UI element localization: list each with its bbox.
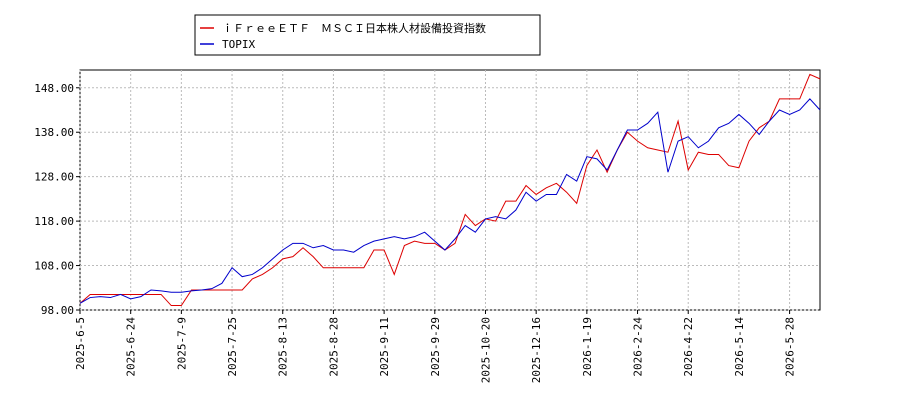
y-tick-label: 108.00: [34, 260, 74, 273]
x-tick-label: 2025-6-24: [125, 317, 138, 377]
x-tick-label: 2025-7-25: [226, 317, 239, 377]
y-tick-label: 148.00: [34, 82, 74, 95]
series-line: [79, 98, 821, 304]
x-tick-label: 2025-12-16: [530, 317, 543, 383]
x-tick-label: 2026-5-14: [733, 317, 746, 377]
legend-label: TOPIX: [222, 38, 255, 51]
y-tick-label: 138.00: [34, 126, 74, 139]
x-tick-label: 2025-9-29: [429, 317, 442, 377]
y-tick-label: 118.00: [34, 215, 74, 228]
x-tick-label: 2025-6-5: [74, 317, 87, 370]
x-tick-label: 2026-5-28: [784, 317, 797, 377]
legend: [194, 14, 541, 56]
x-tick-label: 2025-9-11: [378, 317, 391, 377]
legend-label: ｉＦｒｅｅＥＴＦ ＭＳＣＩ日本株人材設備投資指数: [222, 21, 486, 35]
plot-frame: [79, 69, 821, 311]
x-tick-label: 2025-7-9: [175, 317, 188, 370]
x-tick-label: 2026-4-22: [682, 317, 695, 377]
y-tick-label: 128.00: [34, 171, 74, 184]
x-tick-label: 2025-10-20: [479, 317, 492, 383]
x-tick-label: 2026-2-24: [632, 317, 645, 377]
x-tick-label: 2025-8-13: [277, 317, 290, 377]
series-line: [79, 73, 821, 307]
x-tick-label: 2026-1-19: [581, 317, 594, 377]
y-tick-label: 98.00: [41, 304, 74, 317]
x-tick-label: 2025-8-28: [327, 317, 340, 377]
